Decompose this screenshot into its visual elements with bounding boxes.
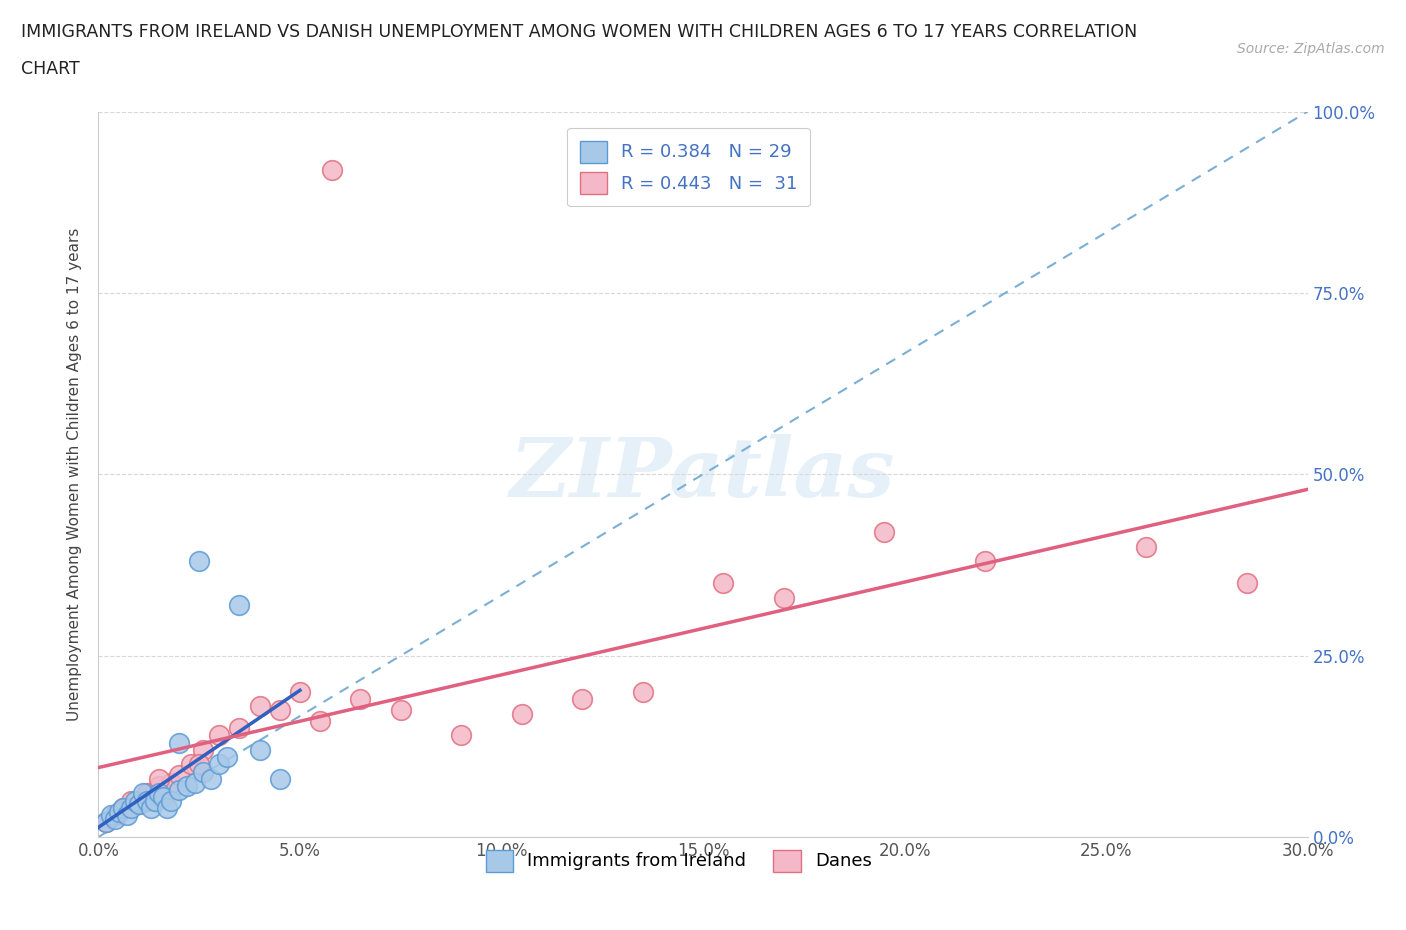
Legend: Immigrants from Ireland, Danes: Immigrants from Ireland, Danes [478, 843, 879, 879]
Point [228, 597, 250, 612]
Point [309, 713, 332, 728]
Point [111, 801, 134, 816]
Point [124, 793, 146, 808]
Point [96, 815, 118, 830]
Point [249, 699, 271, 714]
Point [176, 778, 198, 793]
Point [103, 808, 125, 823]
Point [152, 790, 174, 804]
Point [148, 786, 170, 801]
Point [135, 786, 157, 801]
Point [128, 797, 150, 812]
Point [115, 808, 138, 823]
Point [217, 750, 239, 764]
Point [873, 525, 896, 539]
Point [349, 692, 371, 707]
Point [269, 703, 291, 718]
Point [188, 554, 211, 569]
Point [208, 757, 231, 772]
Point [193, 764, 215, 779]
Point [200, 772, 222, 787]
Point [148, 772, 170, 787]
Point [167, 768, 190, 783]
Point [208, 728, 231, 743]
Point [772, 591, 794, 605]
Point [184, 776, 207, 790]
Text: CHART: CHART [21, 60, 80, 78]
Point [160, 776, 183, 790]
Point [120, 801, 142, 816]
Point [96, 815, 118, 830]
Point [120, 793, 142, 808]
Point [288, 684, 311, 699]
Point [111, 801, 134, 816]
Point [974, 554, 997, 569]
Text: ZIPatlas: ZIPatlas [510, 434, 896, 514]
Point [711, 576, 734, 591]
Point [1236, 576, 1258, 591]
Point [103, 811, 125, 827]
Y-axis label: Unemployment Among Women with Children Ages 6 to 17 years: Unemployment Among Women with Children A… [67, 228, 83, 721]
Point [450, 728, 472, 743]
Point [188, 757, 211, 772]
Point [139, 801, 162, 816]
Point [389, 703, 412, 718]
Point [249, 742, 271, 757]
Point [148, 778, 170, 793]
Point [107, 804, 129, 819]
Text: IMMIGRANTS FROM IRELAND VS DANISH UNEMPLOYMENT AMONG WOMEN WITH CHILDREN AGES 6 : IMMIGRANTS FROM IRELAND VS DANISH UNEMPL… [21, 23, 1137, 41]
Point [510, 706, 533, 721]
Point [571, 692, 593, 707]
Point [100, 808, 122, 823]
Point [269, 772, 291, 787]
Point [1135, 539, 1157, 554]
Point [321, 162, 343, 177]
Point [167, 782, 190, 797]
Point [156, 801, 179, 816]
Point [160, 793, 183, 808]
Point [631, 684, 654, 699]
Point [180, 757, 202, 772]
Point [132, 786, 155, 801]
Point [228, 721, 250, 736]
Text: Source: ZipAtlas.com: Source: ZipAtlas.com [1237, 42, 1385, 56]
Point [128, 797, 150, 812]
Point [167, 736, 190, 751]
Point [193, 742, 215, 757]
Point [143, 793, 166, 808]
Point [135, 793, 157, 808]
